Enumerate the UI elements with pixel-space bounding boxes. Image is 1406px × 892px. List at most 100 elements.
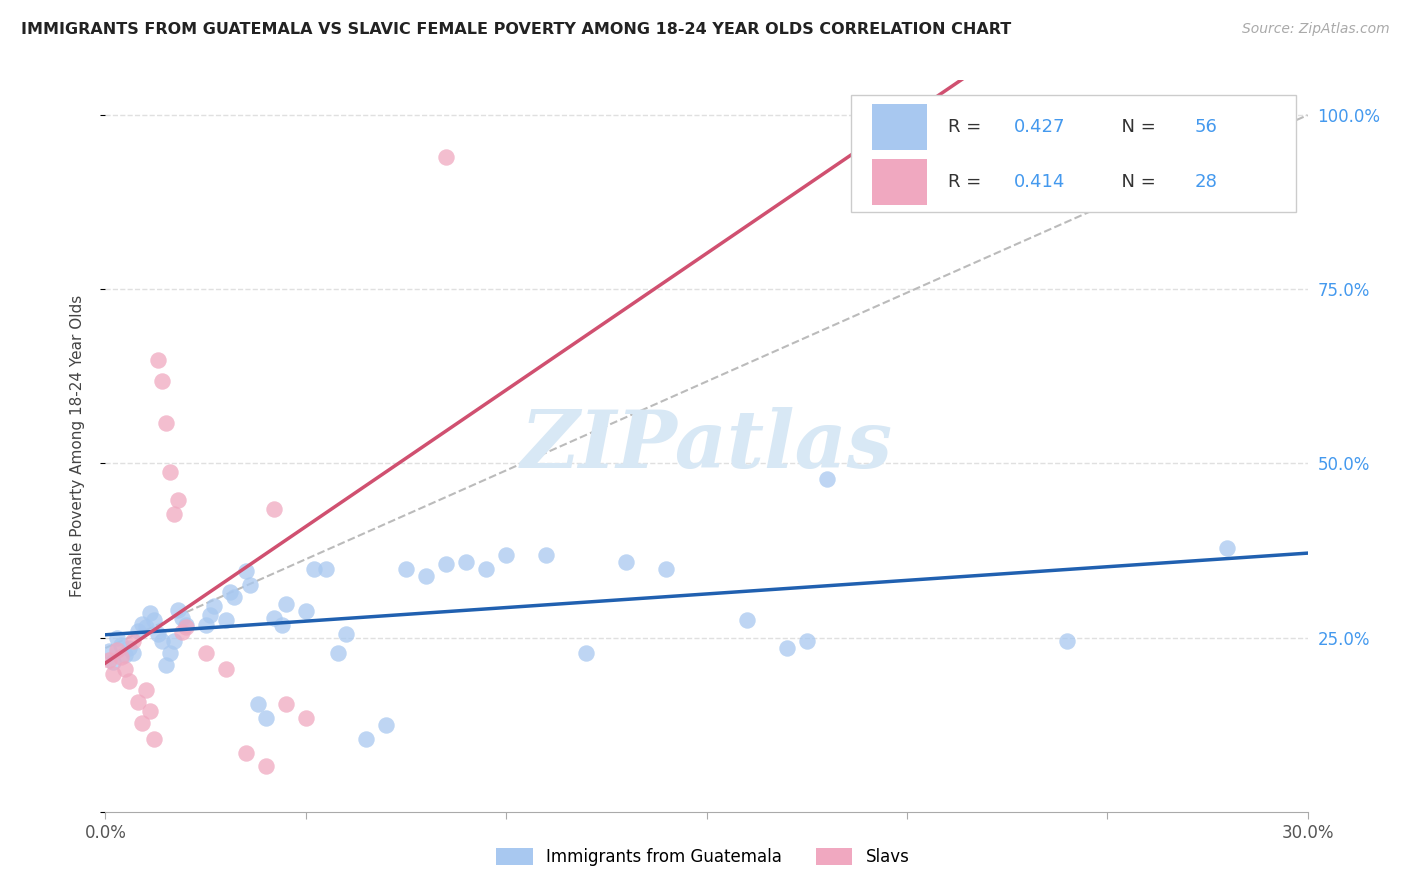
Point: [239, 578, 262, 592]
Text: 0.427: 0.427: [1014, 118, 1066, 136]
Point: [146, 353, 169, 368]
Point: [326, 646, 349, 660]
Point: [122, 646, 145, 660]
Point: [155, 658, 177, 673]
Y-axis label: Female Poverty Among 18-24 Year Olds: Female Poverty Among 18-24 Year Olds: [70, 295, 84, 597]
Point: [114, 648, 136, 662]
Point: [174, 618, 197, 632]
Point: [454, 555, 477, 569]
Point: [295, 711, 318, 725]
Point: [118, 640, 141, 655]
Point: [166, 603, 188, 617]
Point: [142, 731, 165, 746]
Point: [218, 585, 240, 599]
Point: [295, 604, 318, 618]
Point: [1056, 634, 1078, 648]
Point: [131, 715, 153, 730]
Point: [166, 492, 188, 507]
Point: [796, 634, 818, 648]
Point: [254, 759, 277, 773]
Point: [475, 562, 498, 576]
Point: [162, 507, 184, 521]
Point: [135, 682, 157, 697]
Point: [138, 606, 160, 620]
Text: 28: 28: [1195, 173, 1218, 191]
Point: [146, 627, 169, 641]
Point: [222, 590, 245, 604]
Point: [235, 746, 257, 760]
Point: [174, 620, 197, 634]
Point: [415, 569, 437, 583]
Point: [135, 620, 157, 634]
FancyBboxPatch shape: [872, 160, 927, 204]
Point: [434, 150, 457, 164]
FancyBboxPatch shape: [872, 104, 927, 150]
Point: [374, 717, 398, 731]
Point: [354, 731, 377, 746]
Point: [118, 673, 141, 688]
Point: [170, 625, 193, 640]
Point: [815, 472, 838, 486]
Point: [150, 634, 173, 648]
Point: [142, 613, 165, 627]
Point: [110, 638, 132, 652]
Text: N =: N =: [1111, 118, 1161, 136]
Point: [395, 562, 418, 576]
Point: [170, 611, 193, 625]
Point: [302, 562, 325, 576]
Point: [98, 653, 121, 667]
Text: ZIPatlas: ZIPatlas: [520, 408, 893, 484]
Point: [315, 562, 337, 576]
Point: [194, 618, 217, 632]
Legend: Immigrants from Guatemala, Slavs: Immigrants from Guatemala, Slavs: [489, 841, 917, 873]
Point: [235, 565, 257, 579]
Point: [263, 501, 285, 516]
Point: [159, 646, 181, 660]
Point: [495, 549, 517, 563]
Point: [155, 416, 177, 430]
Point: [138, 704, 160, 718]
Point: [616, 555, 638, 569]
Text: 0.414: 0.414: [1014, 173, 1066, 191]
Point: [214, 662, 236, 676]
Point: [274, 697, 297, 711]
Point: [246, 697, 269, 711]
Point: [202, 599, 225, 614]
Point: [127, 624, 149, 638]
Text: R =: R =: [948, 118, 987, 136]
Text: 56: 56: [1195, 118, 1218, 136]
Point: [575, 646, 598, 660]
Point: [107, 631, 129, 645]
Point: [270, 618, 292, 632]
Point: [162, 634, 184, 648]
Point: [122, 634, 145, 648]
Point: [114, 662, 136, 676]
Point: [254, 711, 277, 725]
Text: R =: R =: [948, 173, 987, 191]
Point: [198, 608, 221, 623]
Point: [110, 650, 132, 665]
Point: [274, 597, 297, 611]
Point: [776, 640, 799, 655]
Point: [263, 611, 285, 625]
Point: [434, 558, 457, 572]
Point: [107, 643, 129, 657]
Point: [214, 613, 236, 627]
Point: [103, 655, 125, 669]
Point: [159, 465, 181, 479]
Point: [335, 627, 357, 641]
Point: [98, 644, 121, 658]
Point: [194, 646, 217, 660]
Text: N =: N =: [1111, 173, 1161, 191]
Point: [127, 695, 149, 709]
Text: IMMIGRANTS FROM GUATEMALA VS SLAVIC FEMALE POVERTY AMONG 18-24 YEAR OLDS CORRELA: IMMIGRANTS FROM GUATEMALA VS SLAVIC FEMA…: [21, 22, 1011, 37]
Point: [1216, 541, 1239, 556]
Point: [534, 549, 557, 563]
Point: [150, 374, 173, 388]
Point: [655, 562, 678, 576]
Point: [735, 613, 758, 627]
Point: [131, 616, 153, 631]
FancyBboxPatch shape: [851, 95, 1295, 212]
Point: [103, 666, 125, 681]
Text: Source: ZipAtlas.com: Source: ZipAtlas.com: [1241, 22, 1389, 37]
